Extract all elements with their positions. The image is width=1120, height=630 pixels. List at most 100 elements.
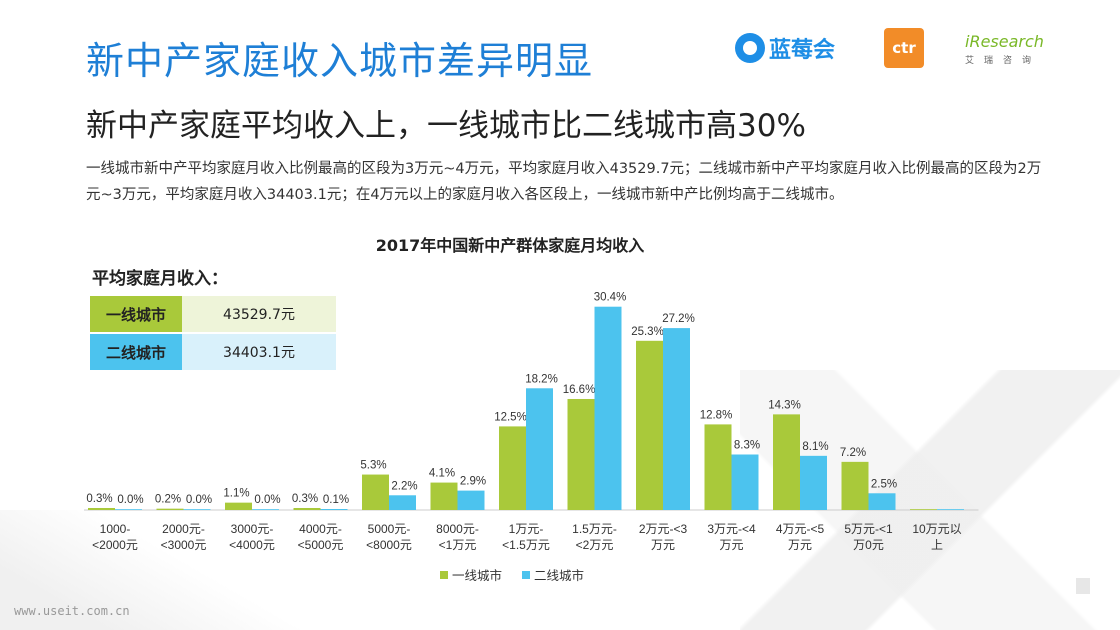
bar-tier1 <box>636 340 663 510</box>
bar-tier2 <box>389 495 416 510</box>
x-tick-label: 万元 <box>719 538 743 552</box>
description-text: 一线城市新中产平均家庭月收入比例最高的区段为3万元~4万元，平均家庭月收入435… <box>86 161 1042 203</box>
bar-tier2 <box>457 490 485 510</box>
bar-tier1 <box>704 424 732 510</box>
avg-income-table: 一线城市 43529.7元 二线城市 34403.1元 <box>90 296 336 372</box>
lanmei-logo-icon <box>735 33 765 63</box>
x-tick-label: <5000元 <box>298 538 344 552</box>
legend-label: 一线城市 <box>452 568 502 583</box>
watermark: www.useit.com.cn <box>14 604 130 618</box>
bar-tier2 <box>594 306 622 510</box>
x-tick-label: 10万元以 <box>912 522 961 536</box>
x-tick-label: 8000元- <box>436 522 479 536</box>
avg-income-city: 一线城市 <box>90 296 182 332</box>
bar-tier2 <box>868 493 896 510</box>
chart-title: 2017年中国新中产群体家庭月均收入 <box>375 236 645 255</box>
background-decoration-left <box>0 510 300 630</box>
bar-tier2 <box>731 454 759 510</box>
x-tick-label: <8000元 <box>366 538 412 552</box>
bar-tier2 <box>526 388 553 510</box>
data-label: 0.0% <box>254 494 280 506</box>
x-tick-label: 2000元- <box>162 522 205 536</box>
bar-tier1 <box>841 461 869 510</box>
data-label: 8.1% <box>802 441 828 453</box>
iresearch-logo-subtext: 艾瑞咨询 <box>965 56 1042 66</box>
bar-tier1 <box>156 508 184 510</box>
bar-tier2 <box>252 509 279 510</box>
bar-tier1 <box>567 398 595 510</box>
x-tick-label: 5万元-<1 <box>844 522 893 536</box>
bar-tier1 <box>362 474 389 510</box>
x-tick-label: 万0元 <box>853 538 884 552</box>
data-label: 18.2% <box>525 373 558 385</box>
x-tick-label: 上 <box>931 538 943 552</box>
data-label: 8.3% <box>734 439 760 451</box>
bar-tier2 <box>800 455 827 510</box>
bar-tier1 <box>88 507 115 510</box>
ctr-logo: ctr <box>884 28 924 68</box>
x-tick-label: 3万元-<4 <box>707 522 756 536</box>
data-label: 5.3% <box>360 460 386 472</box>
avg-income-value: 34403.1元 <box>182 334 336 370</box>
iresearch-logo-text: iResearch <box>965 32 1044 51</box>
data-label: 0.3% <box>292 493 318 505</box>
data-label: 2.2% <box>391 480 417 492</box>
x-tick-label: 3000元- <box>231 522 274 536</box>
page-subtitle: 新中产家庭平均收入上，一线城市比二线城市高30% <box>86 108 806 144</box>
x-tick-label: 万元 <box>788 538 812 552</box>
data-label: 12.8% <box>700 409 733 421</box>
data-label: 2.5% <box>871 478 897 490</box>
x-tick-label: <4000元 <box>229 538 275 552</box>
data-label: 25.3% <box>631 326 664 338</box>
x-tick-label: 2万元-<3 <box>639 522 688 536</box>
bar-tier2 <box>320 509 348 510</box>
x-tick-label: <3000元 <box>161 538 207 552</box>
data-label: 4.1% <box>429 468 455 480</box>
data-label: 7.2% <box>840 447 866 459</box>
iresearch-logo: iResearch 艾瑞咨询 <box>965 32 1075 72</box>
x-tick-label: 5000元- <box>368 522 411 536</box>
lanmei-logo: 蓝莓会 <box>735 30 855 66</box>
page-title: 新中产家庭收入城市差异明显 <box>86 39 594 83</box>
data-label: 16.6% <box>563 384 596 396</box>
data-label: 0.0% <box>117 494 143 506</box>
x-tick-label: 4000元- <box>299 522 342 536</box>
x-tick-label: 4万元-<5 <box>776 522 825 536</box>
data-label: 0.3% <box>86 493 112 505</box>
avg-income-value: 43529.7元 <box>182 296 336 332</box>
x-tick-label: 1000- <box>100 522 131 536</box>
data-label: 0.2% <box>155 494 181 506</box>
bar-tier1 <box>430 482 458 510</box>
bar-tier2 <box>115 509 142 510</box>
bar-tier1 <box>499 426 526 510</box>
bar-tier1 <box>225 502 252 510</box>
x-tick-label: 1万元- <box>509 522 544 536</box>
data-label: 12.5% <box>494 411 527 423</box>
data-label: 0.1% <box>323 494 349 506</box>
data-label: 0.0% <box>186 494 212 506</box>
avg-income-row-tier2: 二线城市 34403.1元 <box>90 334 336 370</box>
lanmei-logo-text: 蓝莓会 <box>769 38 836 63</box>
bar-tier2 <box>937 509 964 510</box>
data-label: 2.9% <box>460 476 486 488</box>
avg-income-label: 平均家庭月收入： <box>92 269 228 289</box>
bar-tier2 <box>663 328 690 510</box>
x-tick-label: <2万元 <box>576 538 614 552</box>
x-tick-label: <1万元 <box>439 538 477 552</box>
bar-tier1 <box>773 414 800 510</box>
data-label: 27.2% <box>662 313 695 325</box>
data-label: 1.1% <box>223 488 249 500</box>
x-tick-label: <1.5万元 <box>502 538 550 552</box>
data-label: 14.3% <box>768 399 801 411</box>
bar-tier2 <box>183 509 211 510</box>
x-tick-label: 1.5万元- <box>572 522 617 536</box>
avg-income-row-tier1: 一线城市 43529.7元 <box>90 296 336 332</box>
legend-swatch <box>440 571 448 579</box>
legend-label: 二线城市 <box>534 568 584 583</box>
bar-tier1 <box>910 509 937 510</box>
x-tick-label: 万元 <box>651 538 675 552</box>
avg-income-city: 二线城市 <box>90 334 182 370</box>
data-label: 30.4% <box>594 292 627 304</box>
legend-swatch <box>522 571 530 579</box>
